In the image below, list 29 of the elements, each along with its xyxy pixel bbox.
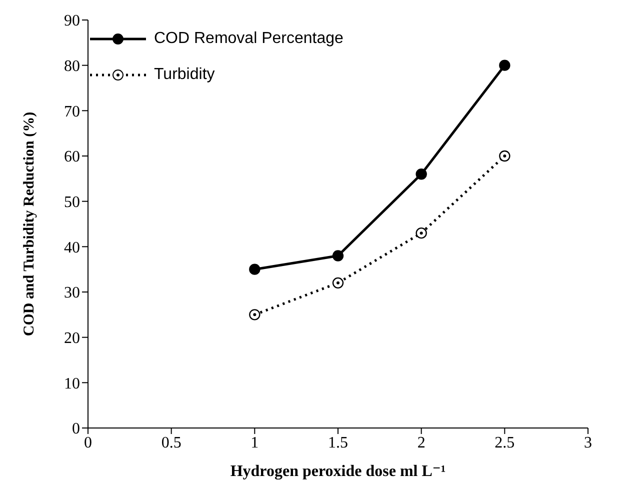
x-tick-label: 2.5 [494, 434, 515, 452]
point [332, 250, 344, 262]
x-tick-label: 2 [417, 434, 426, 452]
legend-label: COD Removal Percentage [154, 30, 344, 48]
point [416, 168, 427, 180]
point [249, 264, 260, 275]
y-tick-label: 70 [64, 103, 80, 120]
x-tick-label: 1.5 [328, 434, 348, 452]
y-tick-label: 0 [72, 420, 80, 438]
point [499, 150, 510, 162]
x-tick-label: 3 [584, 434, 592, 452]
y-tick-label: 40 [64, 239, 80, 256]
y-tick-label: 10 [64, 375, 80, 392]
x-tick-label: 0.5 [161, 434, 182, 452]
y-axis-title: COD and Turbidity Reduction (%) [21, 112, 38, 336]
point [499, 60, 510, 71]
y-tick-label: 90 [64, 12, 80, 30]
legend-label: Turbidity [154, 66, 215, 84]
y-tick-label: 50 [64, 194, 80, 212]
point [416, 227, 427, 239]
x-axis-title: Hydrogen peroxide dose ml L⁻¹ [230, 463, 446, 480]
y-tick-label: 60 [64, 148, 80, 166]
y-tick-label: 80 [64, 58, 80, 76]
y-tick-label: 30 [64, 284, 80, 302]
x-tick-label: 0 [84, 434, 92, 452]
point [249, 309, 260, 320]
point [332, 277, 344, 289]
y-tick-label: 20 [64, 330, 80, 348]
x-tick-label: 1 [250, 434, 259, 452]
